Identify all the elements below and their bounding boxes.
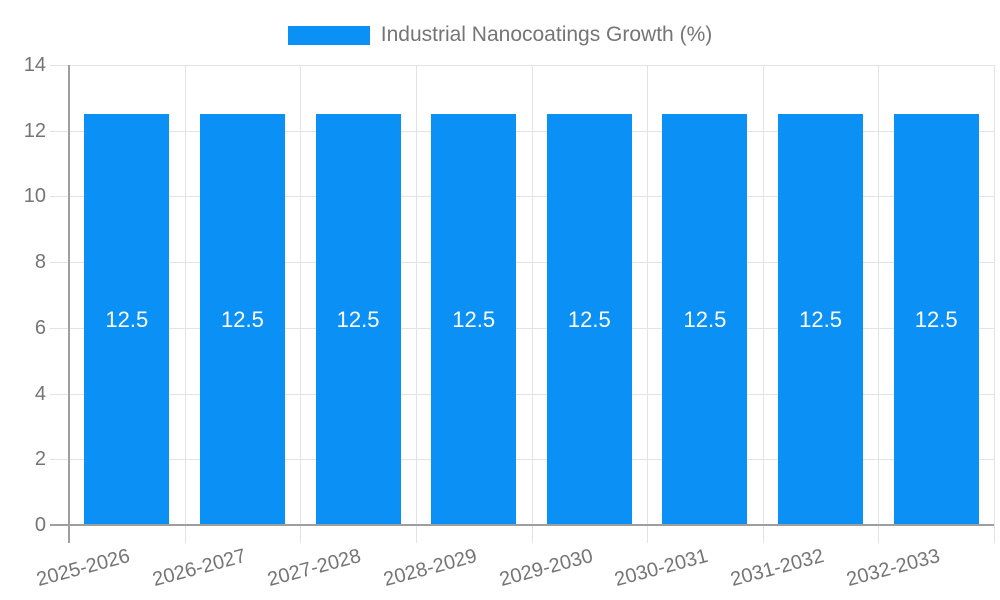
bar-value-label: 12.5 — [567, 306, 611, 332]
bar-2027-2028 — [315, 114, 401, 525]
y-tick-label: 4 — [34, 382, 46, 405]
bar-2032-2033 — [893, 114, 979, 525]
gridline-x-3 — [415, 65, 417, 543]
gridline-y-4 — [50, 393, 994, 395]
bar-2030-2031 — [662, 114, 748, 525]
x-tick-label: 2027-2028 — [265, 545, 364, 592]
gridline-y-12 — [50, 130, 994, 132]
y-axis-line — [68, 65, 70, 543]
legend[interactable]: Industrial Nanocoatings Growth (%) — [0, 22, 1000, 48]
bar-2026-2027 — [199, 114, 285, 525]
gridline-x-8 — [994, 65, 995, 543]
bar-2029-2030 — [546, 114, 632, 525]
gridline-y-10 — [50, 196, 994, 198]
y-tick-label: 2 — [34, 448, 46, 471]
gridline-x-5 — [647, 65, 649, 543]
x-tick-label: 2032-2033 — [843, 545, 942, 592]
x-tick-label: 2029-2030 — [496, 545, 596, 592]
bar-value-label: 12.5 — [452, 306, 496, 332]
y-tick-label: 6 — [34, 316, 46, 339]
gridline-y-2 — [50, 459, 994, 461]
gridline-x-2 — [300, 65, 302, 543]
gridline-x-1 — [184, 65, 186, 543]
bar-2031-2032 — [778, 114, 864, 525]
y-tick-label: 10 — [23, 185, 46, 208]
gridline-x-4 — [531, 65, 533, 543]
gridline-y-6 — [50, 327, 994, 329]
gridline-y-8 — [50, 262, 994, 264]
bar-value-label: 12.5 — [336, 306, 380, 332]
x-tick-label: 2030-2031 — [612, 545, 711, 592]
x-tick-label: 2028-2029 — [381, 545, 480, 592]
bar-value-label: 12.5 — [914, 306, 958, 332]
gridline-x-6 — [762, 65, 764, 543]
x-tick-label: 2031-2032 — [728, 545, 827, 592]
gridline-x-7 — [878, 65, 880, 543]
legend-label: Industrial Nanocoatings Growth (%) — [380, 23, 713, 46]
y-tick-label: 14 — [23, 54, 46, 76]
y-tick-label: 0 — [34, 514, 46, 536]
bar-value-label: 12.5 — [683, 306, 727, 332]
bar-2028-2029 — [431, 114, 517, 525]
bar-2025-2026 — [84, 114, 170, 525]
y-tick-label: 12 — [23, 119, 46, 142]
gridline-y-14 — [50, 65, 994, 66]
x-axis-baseline — [50, 524, 994, 526]
legend-swatch — [287, 25, 370, 45]
bar-value-label: 12.5 — [105, 306, 149, 332]
y-tick-label: 8 — [34, 251, 46, 274]
plot-area: 12.5 12.5 12.5 12.5 12.5 12.5 12.5 12.5 — [50, 65, 995, 543]
x-tick-label: 2025-2026 — [34, 545, 133, 592]
bar-value-label: 12.5 — [799, 306, 842, 332]
x-tick-label: 2026-2027 — [150, 545, 249, 592]
bar-value-label: 12.5 — [221, 306, 264, 332]
